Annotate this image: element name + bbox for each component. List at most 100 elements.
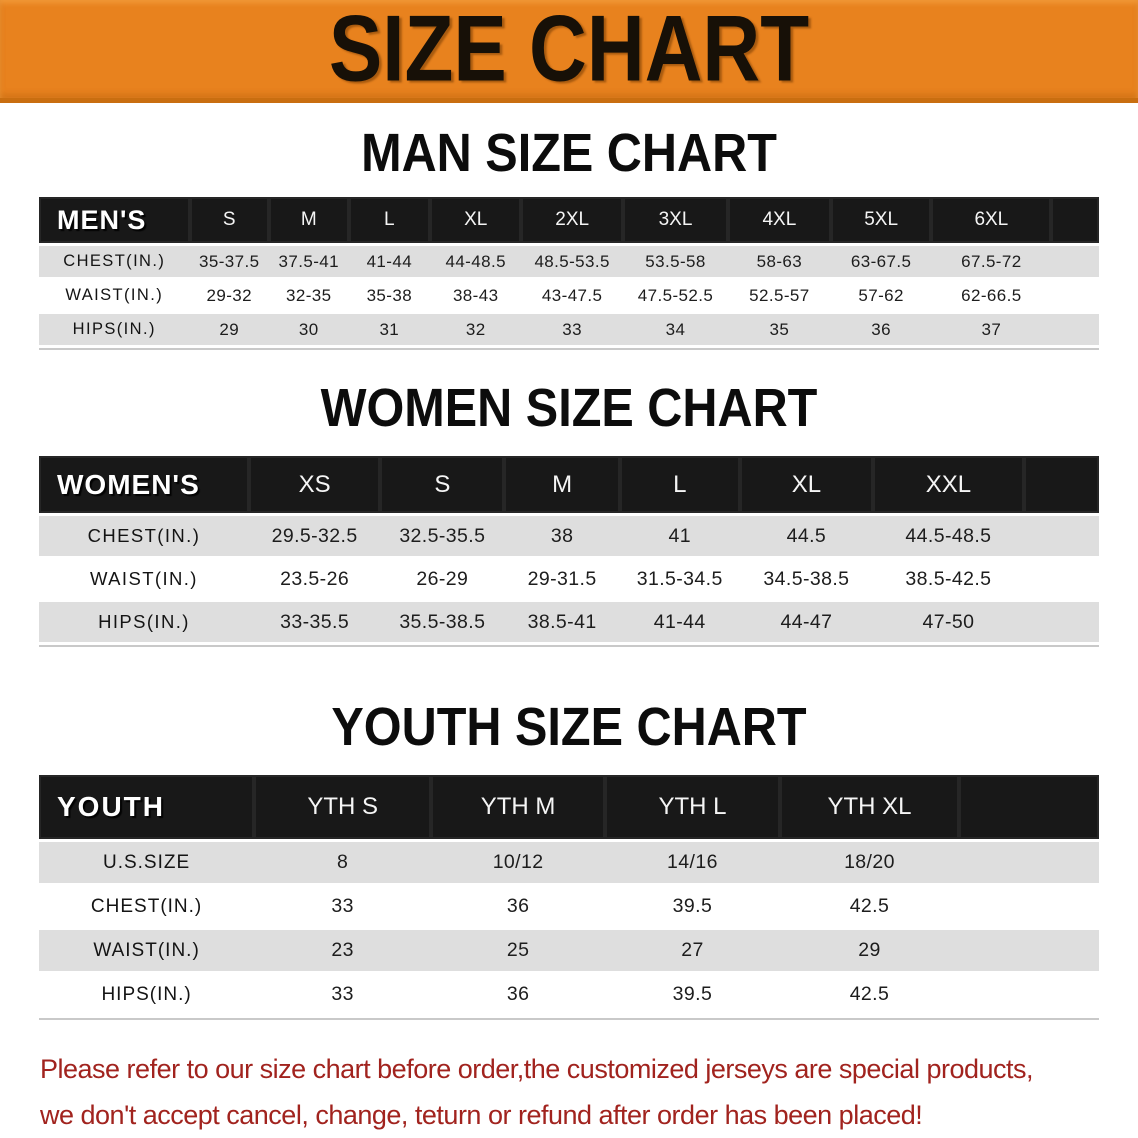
men-size-col-3xl: 3XL bbox=[623, 197, 728, 246]
size-value-cell: 57-62 bbox=[830, 280, 932, 314]
men-size-table: MEN'S S M L XL 2XL 3XL 4XL 5XL 6XL CHEST(IN.) 35-37… bbox=[39, 197, 1099, 350]
size-value-cell: 29 bbox=[189, 314, 270, 348]
cell-spacer bbox=[1023, 516, 1099, 559]
size-value-cell: 42.5 bbox=[779, 886, 960, 930]
size-value-cell: 47.5-52.5 bbox=[623, 280, 728, 314]
size-value-cell: 41-44 bbox=[619, 602, 740, 645]
row-label: HIPS(IN.) bbox=[39, 602, 249, 645]
size-value-cell: 38 bbox=[504, 516, 620, 559]
disclaimer: Please refer to our size chart before or… bbox=[40, 1046, 1120, 1138]
size-value-cell: 37.5-41 bbox=[269, 246, 349, 280]
size-value-cell: 53.5-58 bbox=[623, 246, 728, 280]
women-header-row: WOMEN'S XS S M L XL XXL bbox=[39, 456, 1099, 516]
size-value-cell: 39.5 bbox=[605, 974, 780, 1018]
size-value-cell: 31 bbox=[348, 314, 431, 348]
size-value-cell: 35 bbox=[727, 314, 831, 348]
men-row-waistin: WAIST(IN.) 29-32 32-35 35-38 38-43 43-47.5 47.… bbox=[39, 280, 1099, 314]
men-size-col-s: S bbox=[189, 197, 270, 246]
size-value-cell: 14/16 bbox=[605, 842, 780, 886]
youth-size-col-yth-s: YTH S bbox=[254, 775, 432, 842]
men-group-label: MEN'S bbox=[39, 197, 190, 246]
size-value-cell: 42.5 bbox=[779, 974, 960, 1018]
size-value-cell: 58-63 bbox=[727, 246, 831, 280]
size-value-cell: 39.5 bbox=[605, 886, 780, 930]
size-value-cell: 8 bbox=[254, 842, 432, 886]
youth-size-col-yth-xl: YTH XL bbox=[779, 775, 960, 842]
row-label: HIPS(IN.) bbox=[39, 314, 190, 348]
size-value-cell: 33 bbox=[521, 314, 624, 348]
men-row-chestin: CHEST(IN.) 35-37.5 37.5-41 41-44 44-48.5 48.5… bbox=[39, 246, 1099, 280]
youth-size-col-yth-l: YTH L bbox=[605, 775, 780, 842]
cell-spacer bbox=[1051, 314, 1099, 348]
disclaimer-line-2: we don't accept cancel, change, teturn o… bbox=[40, 1100, 923, 1130]
size-value-cell: 63-67.5 bbox=[830, 246, 932, 280]
youth-size-table: YOUTH YTH S YTH M YTH L YTH XL U.S.SIZE 8 10/12… bbox=[39, 775, 1099, 1020]
size-value-cell: 29.5-32.5 bbox=[248, 516, 381, 559]
size-value-cell: 25 bbox=[431, 930, 606, 974]
size-value-cell: 44.5-48.5 bbox=[873, 516, 1024, 559]
size-value-cell: 33 bbox=[254, 974, 432, 1018]
size-value-cell: 62-66.5 bbox=[931, 280, 1052, 314]
size-value-cell: 38.5-41 bbox=[504, 602, 620, 645]
size-value-cell: 38-43 bbox=[430, 280, 522, 314]
cell-spacer bbox=[959, 974, 1099, 1018]
cell-spacer bbox=[1023, 602, 1099, 645]
men-size-col-m: M bbox=[269, 197, 349, 246]
women-size-col-xxl: XXL bbox=[873, 456, 1024, 516]
cell-spacer bbox=[959, 842, 1099, 886]
header-spacer bbox=[1023, 456, 1099, 516]
cell-spacer bbox=[1051, 280, 1099, 314]
women-size-col-l: L bbox=[619, 456, 740, 516]
banner: SIZE CHART bbox=[0, 0, 1138, 103]
women-size-col-m: M bbox=[504, 456, 620, 516]
size-value-cell: 29-32 bbox=[189, 280, 270, 314]
size-value-cell: 37 bbox=[931, 314, 1052, 348]
cell-spacer bbox=[1023, 559, 1099, 602]
size-value-cell: 41 bbox=[619, 516, 740, 559]
size-value-cell: 23.5-26 bbox=[248, 559, 381, 602]
size-value-cell: 35.5-38.5 bbox=[380, 602, 505, 645]
women-size-col-s: S bbox=[380, 456, 505, 516]
youth-row-hipsin: HIPS(IN.) 33 36 39.5 42.5 bbox=[39, 974, 1099, 1018]
women-row-waistin: WAIST(IN.) 23.5-26 26-29 29-31.5 31.5-34.5 34… bbox=[39, 559, 1099, 602]
banner-title: SIZE CHART bbox=[328, 0, 810, 102]
men-size-col-xl: XL bbox=[430, 197, 522, 246]
size-value-cell: 18/20 bbox=[779, 842, 960, 886]
size-value-cell: 44-47 bbox=[739, 602, 874, 645]
men-size-col-2xl: 2XL bbox=[521, 197, 624, 246]
disclaimer-line-1: Please refer to our size chart before or… bbox=[40, 1054, 1034, 1084]
youth-section-heading: YOUTH SIZE CHART bbox=[331, 697, 807, 757]
youth-row-ussize: U.S.SIZE 8 10/12 14/16 18/20 bbox=[39, 842, 1099, 886]
row-label: CHEST(IN.) bbox=[39, 246, 190, 280]
size-value-cell: 30 bbox=[269, 314, 349, 348]
youth-header-row: YOUTH YTH S YTH M YTH L YTH XL bbox=[39, 775, 1099, 842]
size-value-cell: 48.5-53.5 bbox=[521, 246, 624, 280]
size-value-cell: 26-29 bbox=[380, 559, 505, 602]
size-value-cell: 10/12 bbox=[431, 842, 606, 886]
youth-row-chestin: CHEST(IN.) 33 36 39.5 42.5 bbox=[39, 886, 1099, 930]
size-value-cell: 31.5-34.5 bbox=[619, 559, 740, 602]
size-value-cell: 33-35.5 bbox=[248, 602, 381, 645]
youth-row-waistin: WAIST(IN.) 23 25 27 29 bbox=[39, 930, 1099, 974]
women-row-hipsin: HIPS(IN.) 33-35.5 35.5-38.5 38.5-41 41-44 44-… bbox=[39, 602, 1099, 645]
men-size-col-l: L bbox=[348, 197, 431, 246]
women-group-label: WOMEN'S bbox=[39, 456, 249, 516]
size-value-cell: 38.5-42.5 bbox=[873, 559, 1024, 602]
row-label: CHEST(IN.) bbox=[39, 516, 249, 559]
size-value-cell: 41-44 bbox=[348, 246, 431, 280]
row-label: HIPS(IN.) bbox=[39, 974, 255, 1018]
size-value-cell: 35-38 bbox=[348, 280, 431, 314]
size-value-cell: 36 bbox=[431, 974, 606, 1018]
size-value-cell: 33 bbox=[254, 886, 432, 930]
youth-size-col-yth-m: YTH M bbox=[431, 775, 606, 842]
row-label: U.S.SIZE bbox=[39, 842, 255, 886]
row-label: WAIST(IN.) bbox=[39, 559, 249, 602]
men-header-row: MEN'S S M L XL 2XL 3XL 4XL 5XL 6XL bbox=[39, 197, 1099, 246]
size-value-cell: 43-47.5 bbox=[521, 280, 624, 314]
size-value-cell: 35-37.5 bbox=[189, 246, 270, 280]
size-value-cell: 32.5-35.5 bbox=[380, 516, 505, 559]
size-value-cell: 44.5 bbox=[739, 516, 874, 559]
size-value-cell: 47-50 bbox=[873, 602, 1024, 645]
size-value-cell: 23 bbox=[254, 930, 432, 974]
size-value-cell: 34.5-38.5 bbox=[739, 559, 874, 602]
